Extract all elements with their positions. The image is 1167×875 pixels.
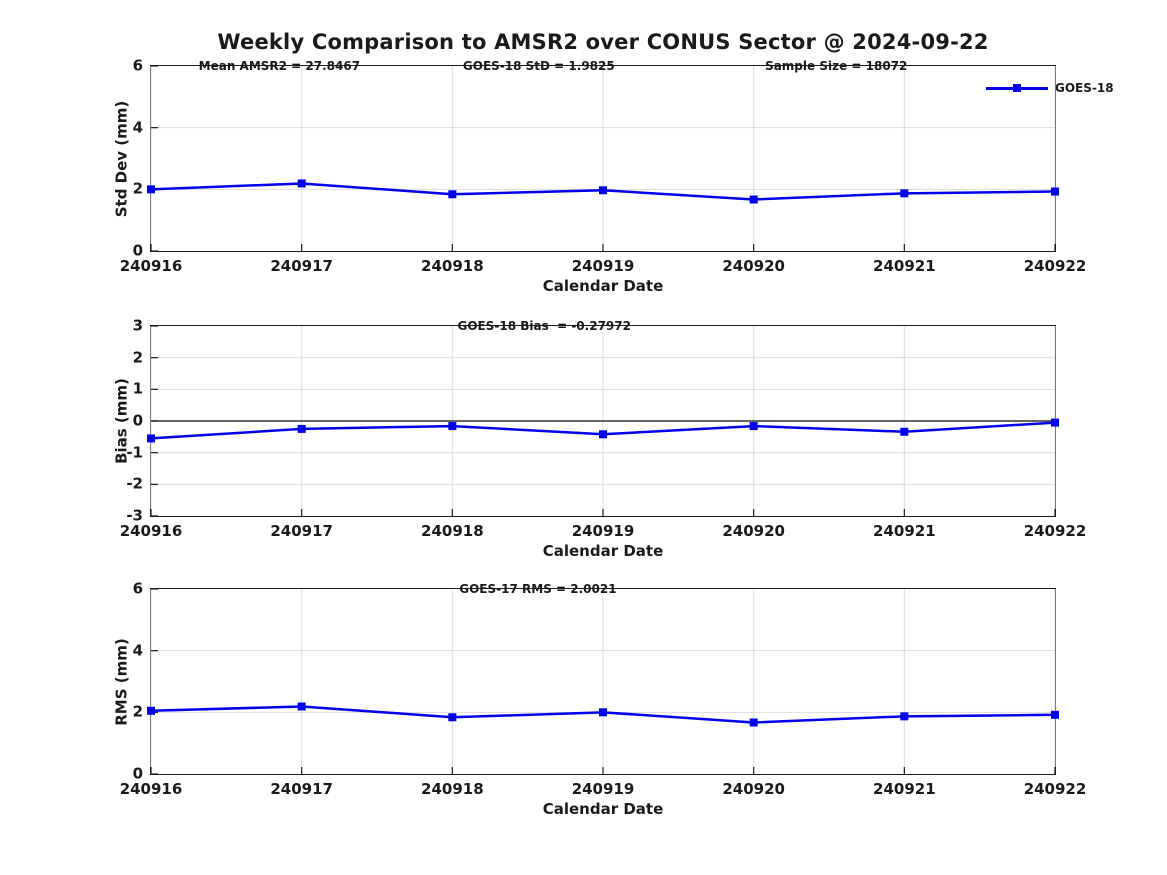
x-tick-label: 240919 [571, 257, 635, 275]
subplot-bias: Bias (mm) GOES-18 Bias = -0.27972 -3 -2 -1… [113, 318, 1087, 559]
x-tick-label: 240917 [270, 522, 333, 540]
x-tick-label: 240921 [873, 257, 936, 275]
x-tick-label: 240918 [421, 780, 484, 798]
y-tick-label: -1 [126, 443, 143, 462]
y-tick-label: 1 [132, 379, 143, 398]
y-tick-label: -3 [126, 506, 143, 525]
x-tick-label: 240920 [722, 780, 785, 798]
y-tick-label: 6 [132, 56, 143, 75]
x-tick-label: 240921 [873, 780, 936, 798]
chart-annotation: Mean AMSR2 = 27.8467 [198, 59, 361, 73]
x-axis-label-std-dev: Calendar Date [542, 277, 664, 295]
x-tick-label: 240922 [1023, 780, 1087, 798]
y-tick-label: 3 [132, 316, 143, 335]
legend-line-sample [986, 84, 1048, 92]
x-tick-label: 240920 [722, 257, 785, 275]
y-tick-label: 4 [132, 641, 143, 660]
x-axis-label-bias: Calendar Date [542, 542, 664, 560]
y-tick-label: 4 [132, 118, 143, 137]
x-tick-label: 240922 [1023, 522, 1087, 540]
line-chart-std-dev [147, 65, 1059, 252]
x-tick-label: 240919 [571, 780, 635, 798]
x-tick-label: 240920 [722, 522, 785, 540]
y-tick-label: 2 [132, 348, 143, 367]
chart-annotation: GOES-18 Bias = -0.27972 [457, 319, 631, 333]
x-tick-label: 240922 [1023, 257, 1087, 275]
x-tick-label: 240921 [873, 522, 936, 540]
line-chart-rms [147, 588, 1059, 775]
x-tick-label: 240917 [270, 780, 333, 798]
y-tick-label: 2 [132, 179, 143, 198]
x-tick-label: 240918 [421, 522, 484, 540]
legend-label: GOES-18 [1055, 81, 1114, 95]
chart-annotation: GOES-18 StD = 1.9825 [462, 59, 615, 73]
x-tick-label: 240916 [119, 257, 183, 275]
y-axis-label-std-dev: Std Dev (mm) [112, 100, 131, 217]
y-tick-label: 6 [132, 579, 143, 598]
y-tick-label: -2 [126, 474, 143, 493]
legend: GOES-18 [986, 82, 1114, 94]
x-tick-label: 240916 [119, 522, 183, 540]
y-tick-label: 0 [132, 241, 143, 260]
x-tick-label: 240918 [421, 257, 484, 275]
figure-title: Weekly Comparison to AMSR2 over CONUS Se… [217, 30, 989, 54]
chart-annotation: Sample Size = 18072 [765, 59, 908, 73]
subplot-rms: RMS (mm) GOES-17 RMS = 2.0021 0 2 4 6 24091… [113, 581, 1087, 817]
x-tick-label: 240919 [571, 522, 635, 540]
y-tick-label: 0 [132, 764, 143, 783]
y-tick-label: 2 [132, 702, 143, 721]
y-tick-label: 0 [132, 411, 143, 430]
x-tick-label: 240917 [270, 257, 333, 275]
chart-annotation: GOES-17 RMS = 2.0021 [459, 582, 617, 596]
legend-marker-icon [1013, 84, 1021, 92]
line-chart-bias [147, 325, 1059, 517]
x-tick-label: 240916 [119, 780, 183, 798]
subplot-std-dev: Std Dev (mm) Mean AMSR2 = 27.8467 GOES-18… [113, 58, 1114, 294]
x-axis-label-rms: Calendar Date [542, 800, 664, 818]
y-axis-label-rms: RMS (mm) [112, 637, 131, 726]
